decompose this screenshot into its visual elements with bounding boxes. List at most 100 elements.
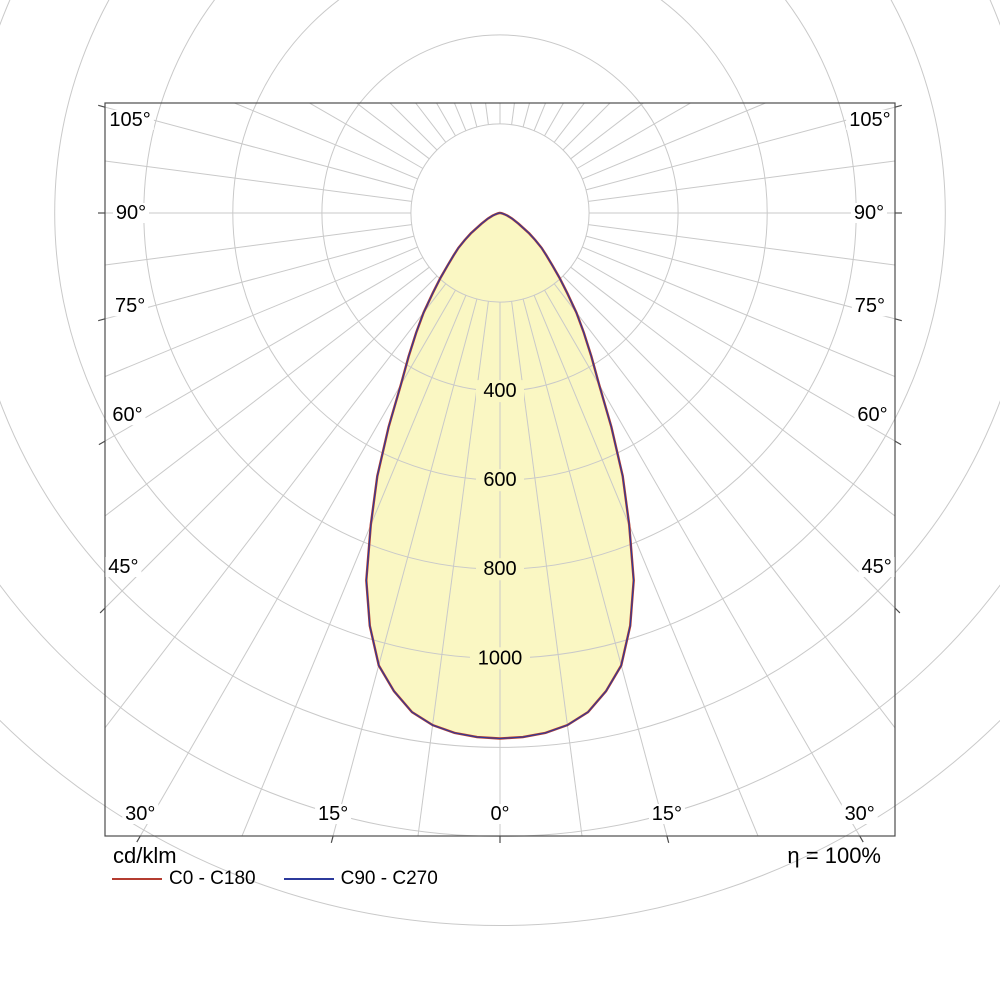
angle-label-patch bbox=[648, 804, 685, 824]
angle-label-patch bbox=[315, 804, 352, 824]
axis-tick-right-105 bbox=[894, 104, 902, 108]
grid-spoke-352.5 bbox=[417, 301, 489, 836]
axis-tick-right-75 bbox=[894, 318, 902, 322]
grid-spoke-322.5 bbox=[105, 283, 447, 729]
angle-label-patch bbox=[854, 405, 891, 426]
grid-spoke-15 bbox=[522, 298, 668, 836]
grid-spoke-157.5 bbox=[533, 103, 547, 131]
grid-spoke-75 bbox=[585, 235, 895, 320]
c90-c270-line-swatch bbox=[283, 878, 334, 880]
grid-spoke-97.5 bbox=[588, 160, 895, 202]
c0-c180-line-swatch bbox=[112, 878, 162, 880]
angle-label-patch bbox=[122, 804, 159, 824]
ring-value-labels: 400 600 800 1000 bbox=[470, 380, 530, 670]
grid-spoke-52.5 bbox=[570, 266, 895, 517]
grid-spoke-82.5 bbox=[588, 224, 895, 266]
grid-ring-200 bbox=[410, 123, 590, 303]
angle-label-patch bbox=[109, 405, 146, 426]
grid-spoke-150 bbox=[544, 103, 565, 137]
legend-item-c90-c270: C90 - C270 bbox=[283, 868, 438, 890]
angle-label-left-60: 60° bbox=[112, 404, 142, 426]
grid-spoke-195 bbox=[469, 103, 478, 128]
grid-spoke-142.5 bbox=[553, 103, 585, 143]
grid-spoke-165 bbox=[522, 103, 531, 128]
angle-label-patch bbox=[487, 804, 513, 824]
grid-spoke-120 bbox=[576, 103, 692, 169]
ring-value-label-400: 400 bbox=[483, 380, 516, 402]
grid-ring-1600 bbox=[0, 719, 1000, 926]
grid-spoke-307.5 bbox=[105, 266, 430, 517]
ring-label-patch-1000 bbox=[470, 647, 530, 670]
grid-spoke-255 bbox=[105, 106, 415, 191]
curve-c90-c270 bbox=[365, 212, 635, 740]
axis-tick-left-45 bbox=[99, 607, 106, 614]
grid-spoke-7.5 bbox=[511, 301, 583, 836]
grid-spoke-240 bbox=[308, 103, 424, 169]
ring-value-label-1000: 1000 bbox=[478, 647, 523, 669]
grid-spoke-247.5 bbox=[233, 103, 418, 180]
grid-spoke-202.5 bbox=[453, 103, 467, 131]
grid-spoke-330 bbox=[139, 289, 456, 836]
angle-label-patch bbox=[106, 109, 154, 130]
axis-tick-right-60 bbox=[894, 440, 902, 446]
angle-label-patch bbox=[851, 203, 887, 223]
grid-spoke-67.5 bbox=[582, 246, 895, 378]
angle-label-right-60: 60° bbox=[857, 404, 887, 426]
ring-label-patch-600 bbox=[476, 469, 524, 492]
axis-tick-left-60 bbox=[98, 440, 106, 446]
grid-spoke-45 bbox=[562, 275, 895, 609]
unit-label: cd/klm bbox=[113, 843, 177, 868]
ring-value-label-600: 600 bbox=[483, 469, 516, 491]
angle-label-left-45: 45° bbox=[108, 556, 138, 578]
legend: C0 - C180 C90 - C270 bbox=[112, 868, 438, 890]
angle-label-patch bbox=[851, 296, 888, 317]
axis-tick-right-45 bbox=[894, 607, 901, 614]
grid-spoke-135 bbox=[562, 103, 611, 151]
grid-spoke-345 bbox=[332, 298, 478, 836]
ring-label-patch-800 bbox=[476, 558, 524, 581]
grid-spoke-30 bbox=[544, 289, 861, 836]
axis-tick-right-15 bbox=[666, 835, 670, 843]
angle-labels: 0° 15° 15° 30° 30° 45° 45° 60° 60° 75° 75° 90° 90° 10… bbox=[98, 104, 902, 843]
angle-label-left-75: 75° bbox=[115, 295, 145, 317]
angle-label-left-90: 90° bbox=[116, 202, 146, 224]
angle-label-right-30: 30° bbox=[845, 803, 875, 825]
grid-spoke-300 bbox=[105, 257, 424, 442]
ring-value-label-800: 800 bbox=[483, 558, 516, 580]
grid-spoke-217.5 bbox=[415, 103, 447, 143]
efficiency-label: η = 100% bbox=[787, 843, 881, 868]
grid-spoke-315 bbox=[105, 275, 438, 609]
angle-label-patch bbox=[112, 296, 149, 317]
grid-spoke-285 bbox=[105, 235, 415, 320]
angle-label-patch bbox=[858, 557, 895, 578]
grid-spoke-277.5 bbox=[105, 224, 412, 266]
grid-spoke-60 bbox=[576, 257, 895, 442]
legend-label-c90-c270: C90 - C270 bbox=[340, 868, 438, 889]
angle-label-left-105: 105° bbox=[109, 109, 150, 131]
angle-label-right-90: 90° bbox=[854, 202, 884, 224]
angle-label-right-45: 45° bbox=[861, 556, 891, 578]
grid-spoke-225 bbox=[389, 103, 438, 151]
angle-label-right-15: 15° bbox=[652, 803, 682, 825]
angle-label-left-30: 30° bbox=[125, 803, 155, 825]
angle-label-patch bbox=[846, 109, 894, 130]
grid-spoke-337.5 bbox=[241, 295, 467, 836]
grid-spoke-112.5 bbox=[582, 103, 767, 180]
angle-label-right-75: 75° bbox=[855, 295, 885, 317]
legend-item-c0-c180: C0 - C180 bbox=[112, 868, 256, 890]
ring-label-patch-400 bbox=[476, 380, 524, 403]
angle-label-right-105: 105° bbox=[849, 109, 890, 131]
angle-label-left-15: 15° bbox=[318, 803, 348, 825]
axis-tick-left-15 bbox=[330, 835, 334, 843]
axis-tick-right-30 bbox=[859, 835, 864, 843]
angle-label-patch bbox=[841, 804, 878, 824]
grid-spoke-37.5 bbox=[553, 283, 895, 729]
legend-label-c0-c180: C0 - C180 bbox=[169, 868, 256, 889]
angle-label-patch bbox=[113, 203, 149, 223]
angle-label-right-0: 0° bbox=[490, 803, 509, 825]
axis-tick-left-105 bbox=[98, 104, 106, 108]
